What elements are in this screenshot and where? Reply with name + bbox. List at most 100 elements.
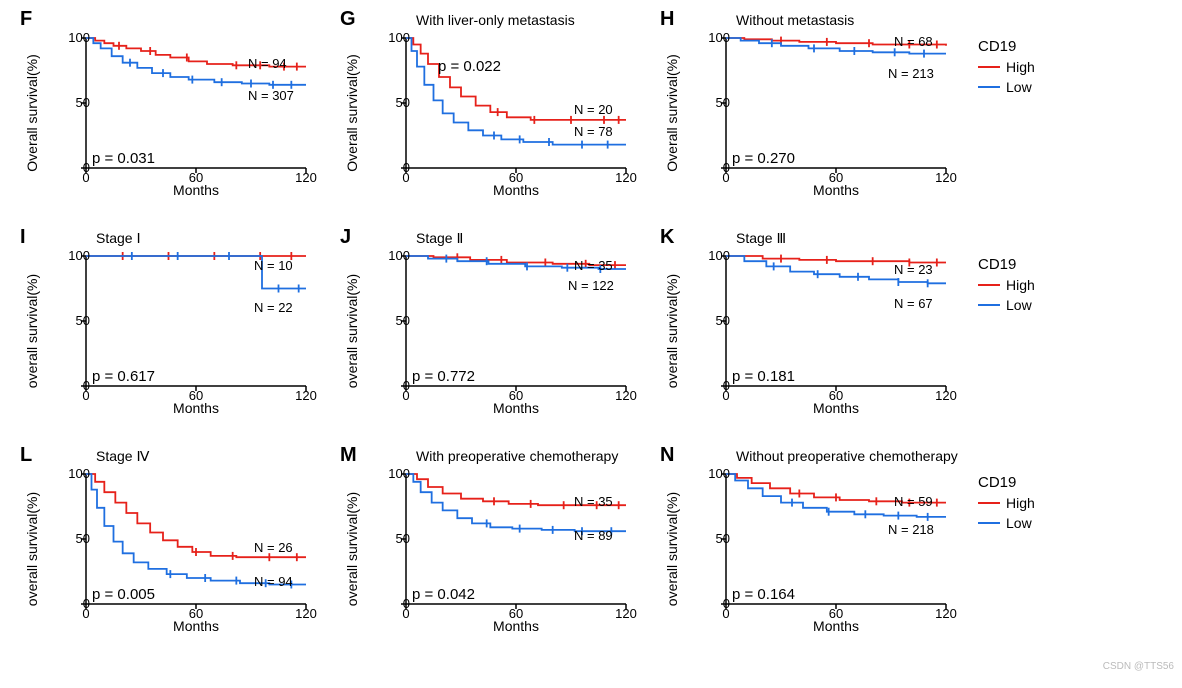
y-tick-label: 50 [366,95,410,110]
n-high: N = 35 [574,258,613,273]
p-value: p = 0.005 [92,586,155,603]
panel-letter: F [20,8,32,31]
watermark: CSDN @TTS56 [1103,661,1174,672]
y-tick-label: 100 [46,466,90,481]
n-low: N = 89 [574,528,613,543]
legend: CD19 High Low [978,446,1158,646]
n-high: N = 35 [574,494,613,509]
panel-letter: H [660,8,674,31]
legend-title: CD19 [978,38,1158,55]
panel-letter: G [340,8,356,31]
panel-letter: N [660,444,674,467]
panel-letter: L [20,444,32,467]
legend-item: Low [978,513,1158,533]
panel-M: MWith preoperative chemotherapyoverall s… [338,446,638,646]
x-axis-label: Months [726,618,946,634]
y-axis-label: Overall survival(%) [664,48,680,178]
panel-title: Stage Ⅰ [96,230,141,247]
panel-title: Without metastasis [736,12,854,28]
n-low: N = 307 [248,88,294,103]
panel-title: Stage Ⅳ [96,448,149,465]
panel-letter: I [20,226,26,249]
p-value: p = 0.772 [412,368,475,385]
y-axis-label: overall survival(%) [24,266,40,396]
y-tick-label: 100 [686,248,730,263]
p-value: p = 0.270 [732,150,795,167]
p-value: p = 0.031 [92,150,155,167]
x-axis-label: Months [86,618,306,634]
panel-title: Stage Ⅱ [416,230,463,247]
legend-label: Low [1006,297,1032,313]
legend-item: Low [978,295,1158,315]
legend: CD19HighLow [978,228,1158,428]
y-tick-label: 50 [46,313,90,328]
n-low: N = 67 [894,296,933,311]
km-plot [726,38,946,168]
y-tick-label: 100 [46,248,90,263]
p-value: p = 0.022 [438,58,501,75]
panel-G: GWith liver-only metastasisOverall survi… [338,10,638,210]
y-axis-label: Overall survival(%) [344,48,360,178]
legend-swatch [978,284,1000,286]
km-plot [406,256,626,386]
legend-item: High [978,57,1158,77]
n-low: N = 218 [888,522,934,537]
n-low: N = 213 [888,66,934,81]
legend-swatch [978,522,1000,524]
legend-item: High [978,493,1158,513]
x-axis-label: Months [86,400,306,416]
legend: CD19 High Low [978,10,1158,210]
x-axis-label: Months [726,400,946,416]
legend-swatch [978,66,1000,68]
panel-F: FOverall survival(%)050100060120Monthsp … [18,10,318,210]
legend-label: High [1006,277,1035,293]
n-high: N = 68 [894,34,933,49]
panel-title: Stage Ⅲ [736,230,786,247]
p-value: p = 0.181 [732,368,795,385]
legend-item: Low [978,77,1158,97]
y-tick-label: 100 [686,466,730,481]
legend-title: CD19 [978,474,1158,491]
y-tick-label: 50 [686,95,730,110]
y-axis-label: overall survival(%) [24,484,40,614]
n-low: N = 94 [254,574,293,589]
n-high: N = 20 [574,102,613,117]
n-low: N = 22 [254,300,293,315]
y-tick-label: 100 [686,30,730,45]
panel-title: Without preoperative chemotherapy [736,448,958,464]
km-plot [86,256,306,386]
panel-letter: J [340,226,351,249]
legend-swatch [978,304,1000,306]
y-tick-label: 100 [366,248,410,263]
panel-letter: K [660,226,674,249]
n-high: N = 23 [894,262,933,277]
n-high: N = 94 [248,56,287,71]
x-axis-label: Months [406,182,626,198]
x-axis-label: Months [406,400,626,416]
n-high: N = 59 [894,494,933,509]
y-axis-label: overall survival(%) [664,484,680,614]
y-axis-label: Overall survival(%) [24,48,40,178]
y-tick-label: 50 [686,313,730,328]
panel-J: JStage Ⅱoverall survival(%)050100060120M… [338,228,638,428]
y-axis-label: overall survival(%) [344,484,360,614]
p-value: p = 0.164 [732,586,795,603]
n-high: N = 26 [254,540,293,555]
y-tick-label: 50 [366,313,410,328]
x-axis-label: Months [726,182,946,198]
y-tick-label: 100 [366,30,410,45]
panel-I: IStage Ⅰoverall survival(%)050100060120M… [18,228,318,428]
legend-label: High [1006,59,1035,75]
y-axis-label: overall survival(%) [664,266,680,396]
p-value: p = 0.042 [412,586,475,603]
legend-swatch [978,502,1000,504]
legend-label: Low [1006,515,1032,531]
panel-L: LStage Ⅳoverall survival(%)050100060120M… [18,446,318,646]
y-tick-label: 100 [366,466,410,481]
panel-N: N Without preoperative chemotherapy overal… [658,446,958,646]
legend-label: Low [1006,79,1032,95]
y-tick-label: 50 [46,531,90,546]
y-tick-label: 100 [46,30,90,45]
legend-item: High [978,275,1158,295]
km-curve-low [86,474,306,585]
